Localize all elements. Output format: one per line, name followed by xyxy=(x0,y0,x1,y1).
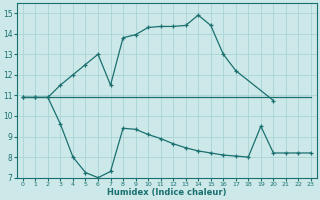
X-axis label: Humidex (Indice chaleur): Humidex (Indice chaleur) xyxy=(107,188,227,197)
